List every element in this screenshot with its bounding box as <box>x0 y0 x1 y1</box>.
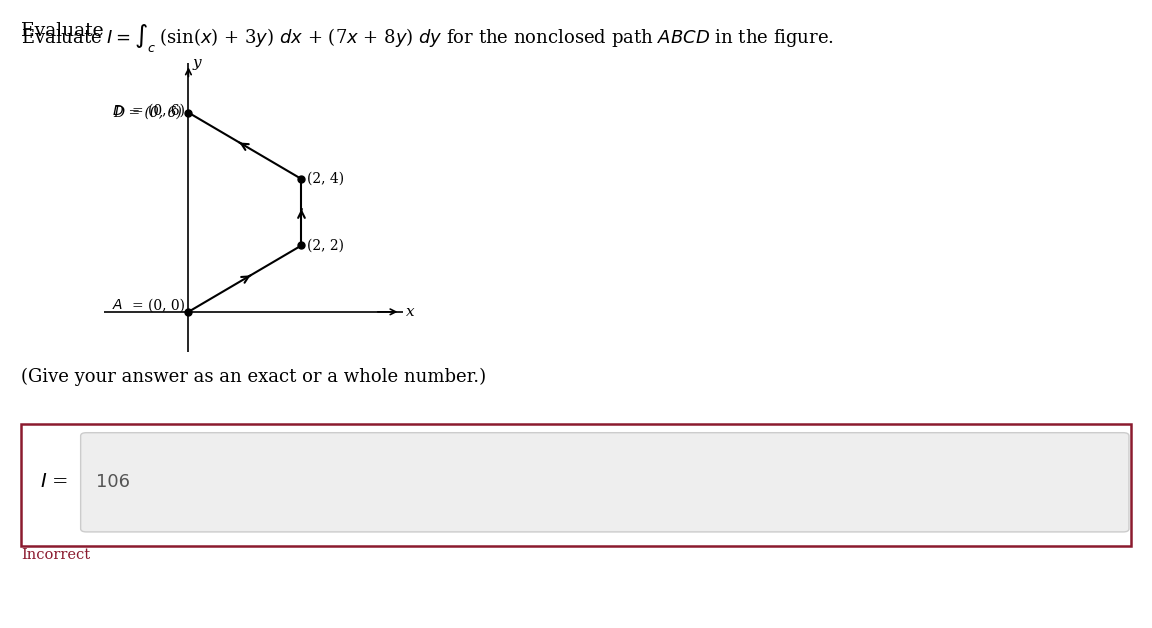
Text: Incorrect: Incorrect <box>21 548 90 561</box>
Text: Evaluate: Evaluate <box>21 22 109 40</box>
Text: (2, 4): (2, 4) <box>308 172 344 186</box>
Text: D = (0, 6): D = (0, 6) <box>113 106 182 119</box>
Text: y: y <box>194 56 202 70</box>
Text: Evaluate $I = \int_c$ (sin($x$) + 3$y$) $dx$ + (7$x$ + 8$y$) $dy$ for the nonclo: Evaluate $I = \int_c$ (sin($x$) + 3$y$) … <box>21 22 834 54</box>
Text: 106: 106 <box>96 474 130 491</box>
Text: = (0, 6): = (0, 6) <box>132 104 185 118</box>
Text: (Give your answer as an exact or a whole number.): (Give your answer as an exact or a whole… <box>21 367 486 386</box>
Text: $A$: $A$ <box>112 298 123 312</box>
Text: (2, 2): (2, 2) <box>308 239 344 252</box>
Text: x: x <box>406 305 415 319</box>
Text: = (0, 0): = (0, 0) <box>132 298 185 312</box>
Text: $D$: $D$ <box>112 104 124 118</box>
Text: $I$ =: $I$ = <box>40 474 69 491</box>
